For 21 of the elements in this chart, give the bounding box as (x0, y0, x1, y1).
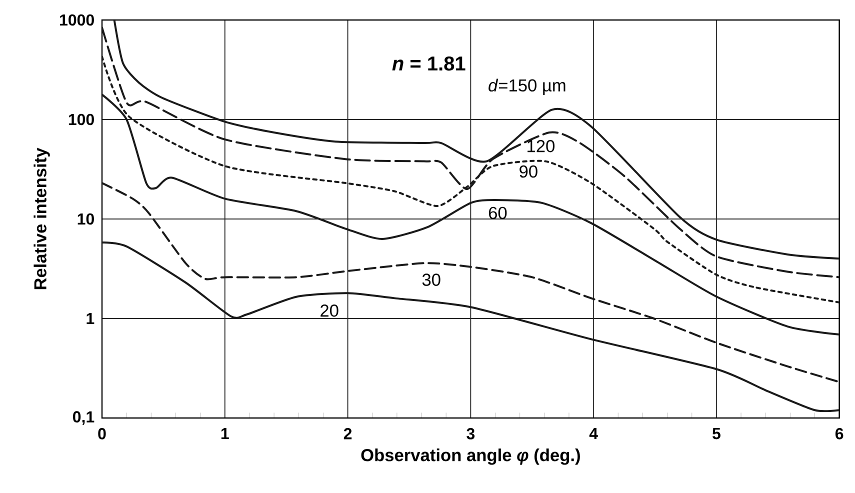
x-tick-label: 2 (344, 428, 352, 440)
x-tick-label: 5 (712, 428, 720, 440)
y-axis-title: Relative intensity (34, 148, 50, 290)
series-label: 20 (320, 304, 338, 317)
x-tick-label: 0 (98, 428, 106, 440)
x-axis-title: Observation angle φ (deg.) (361, 448, 580, 465)
series-label: 120 (528, 140, 555, 152)
series-label: d=150 µm (488, 78, 566, 95)
y-tick-label: 100 (68, 114, 94, 126)
x-tick-label: 1 (221, 428, 229, 440)
x-tick-label: 3 (466, 428, 475, 440)
series-label: 60 (488, 206, 507, 220)
x-tick-label: 4 (589, 428, 598, 440)
series-label: 90 (520, 165, 538, 178)
y-tick-label: 10 (78, 213, 94, 225)
series-label: 30 (422, 274, 440, 286)
annotation: n = 1.81 (392, 56, 466, 71)
x-tick-label: 6 (835, 428, 844, 440)
y-tick-label: 1000 (60, 14, 94, 26)
y-tick-label: 1 (86, 313, 94, 324)
y-tick-label: 0,1 (73, 411, 94, 425)
